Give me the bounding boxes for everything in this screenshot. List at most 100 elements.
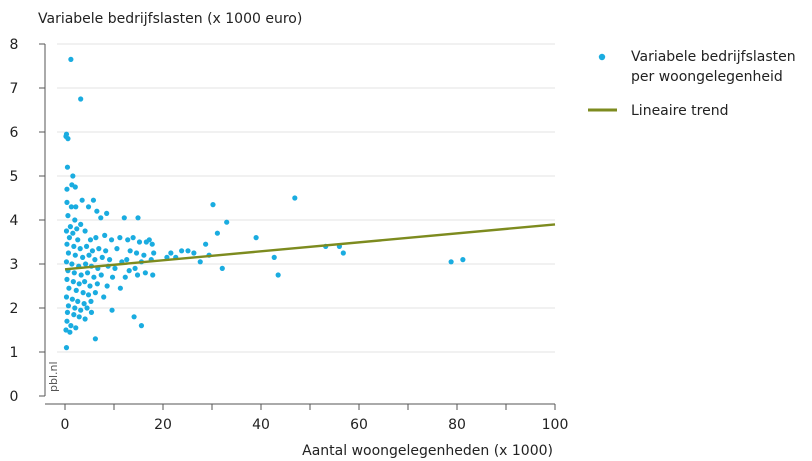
- scatter-point: [150, 272, 156, 278]
- scatter-point: [138, 323, 145, 329]
- scatter-point: [87, 237, 94, 243]
- x-tick-label: 80: [448, 417, 466, 433]
- scatter-point: [69, 296, 75, 302]
- scatter-point: [70, 173, 76, 179]
- scatter-point: [146, 237, 152, 243]
- scatter-point: [82, 228, 88, 234]
- scatter-point: [210, 202, 216, 208]
- y-tick-label: 5: [10, 169, 19, 185]
- scatter-point: [101, 294, 107, 300]
- scatter-point: [185, 248, 191, 254]
- legend-label-scatter: Variabele bedrijfslasten per woongelegen…: [631, 49, 800, 85]
- scatter-point: [106, 257, 113, 263]
- scatter-point: [73, 325, 79, 331]
- scatter-point: [253, 235, 259, 241]
- scatter-point: [122, 274, 128, 280]
- scatter-point: [340, 250, 346, 256]
- scatter-point: [88, 298, 94, 304]
- scatter-point: [65, 213, 71, 219]
- scatter-point: [64, 276, 70, 282]
- scatter-point: [77, 246, 83, 252]
- scatter-point: [98, 272, 104, 278]
- scatter-point: [149, 241, 155, 247]
- scatter-point: [73, 204, 79, 210]
- scatter-point: [67, 329, 73, 335]
- scatter-point: [63, 259, 70, 265]
- scatter-point: [63, 327, 69, 333]
- scatter-point: [112, 265, 118, 271]
- scatter-point: [63, 133, 69, 139]
- scatter-point: [94, 208, 100, 214]
- scatter-point: [130, 235, 136, 241]
- scatter-point: [82, 316, 88, 322]
- scatter-point: [197, 259, 203, 265]
- scatter-point: [109, 307, 115, 313]
- scatter-point: [63, 228, 70, 234]
- scatter-point: [136, 239, 143, 245]
- scatter-point: [117, 235, 123, 241]
- x-tick-label: 60: [350, 417, 368, 433]
- scatter-point: [132, 265, 138, 271]
- scatter-point: [80, 290, 86, 296]
- scatter-point: [125, 237, 131, 243]
- scatter-point: [124, 257, 130, 263]
- scatter-point: [64, 186, 70, 192]
- scatter-point: [86, 252, 92, 258]
- scatter-point: [98, 215, 104, 221]
- y-tick-label: 3: [10, 257, 19, 273]
- scatter-point: [74, 226, 80, 232]
- scatter-point: [224, 219, 230, 225]
- x-tick-label: 100: [542, 417, 569, 433]
- scatter-point: [92, 290, 98, 296]
- scatter-point: [71, 312, 77, 318]
- legend-scatter-marker: [598, 53, 606, 61]
- scatter-point: [114, 246, 120, 252]
- scatter-point: [78, 272, 84, 278]
- scatter-point: [76, 314, 82, 320]
- x-tick-label: 0: [61, 417, 70, 433]
- y-tick-label: 1: [10, 345, 19, 361]
- scatter-point: [79, 197, 85, 203]
- scatter-point: [94, 281, 100, 287]
- scatter-point: [275, 272, 281, 278]
- scatter-point: [65, 303, 72, 309]
- scatter-point: [78, 307, 84, 313]
- scatter-point: [78, 96, 84, 102]
- scatter-point: [72, 184, 78, 190]
- scatter-point: [448, 259, 454, 265]
- scatter-point: [103, 248, 109, 254]
- scatter-point: [63, 294, 70, 300]
- scatter-point: [68, 323, 74, 329]
- scatter-point: [135, 215, 141, 221]
- scatter-point: [91, 274, 97, 280]
- scatter-point: [72, 305, 78, 311]
- gridlines: [57, 43, 555, 353]
- scatter-point: [179, 248, 185, 254]
- scatter-point: [73, 287, 79, 293]
- scatter-point: [72, 217, 78, 223]
- scatter-point: [69, 261, 75, 267]
- scatter-point: [96, 246, 102, 252]
- scatter-point: [92, 336, 98, 342]
- scatter-point: [80, 254, 86, 260]
- y-tick-label: 6: [10, 125, 19, 141]
- legend: Variabele bedrijfslasten per woongelegen…: [588, 49, 800, 119]
- axes: [39, 43, 556, 410]
- scatter-point: [70, 279, 76, 285]
- y-tick-label: 7: [10, 81, 19, 97]
- scatter-point: [214, 230, 220, 236]
- scatter-point: [84, 305, 90, 311]
- scatter-point: [64, 309, 71, 315]
- scatter-point: [88, 309, 95, 315]
- scatter-point: [82, 261, 89, 267]
- scatter-point: [87, 283, 93, 289]
- scatter-point: [104, 283, 110, 289]
- scatter-point: [78, 221, 84, 227]
- scatter-point: [99, 254, 105, 260]
- y-tick-label: 8: [10, 37, 19, 53]
- y-tick-label: 2: [10, 301, 19, 317]
- scatter-point: [71, 243, 77, 249]
- scatter-point: [133, 250, 140, 256]
- scatter-point: [85, 204, 92, 210]
